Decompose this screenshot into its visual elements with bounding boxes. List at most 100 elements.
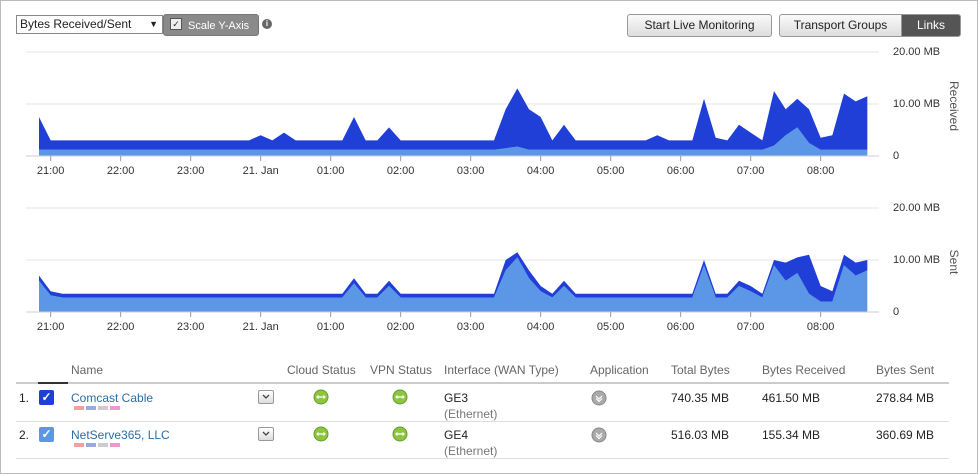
row-dropdown[interactable]: [258, 427, 274, 441]
x-tick-label: 22:00: [107, 321, 135, 333]
metric-select-text: Bytes Received/Sent: [20, 17, 132, 31]
scale-checkbox[interactable]: ✓: [170, 18, 182, 30]
x-tick-label: 04:00: [527, 165, 555, 177]
x-tick-label: 21. Jan: [243, 165, 279, 177]
y-tick-label: 0: [893, 150, 899, 162]
application[interactable]: [591, 390, 607, 409]
bytes-sent: 278.84 MB: [876, 391, 935, 405]
link-name[interactable]: NetServe365, LLC: [71, 428, 170, 442]
row-line: [16, 458, 949, 459]
y-tick-label: 0: [893, 306, 899, 318]
x-tick-label: 01:00: [317, 165, 345, 177]
total-bytes: 516.03 MB: [671, 428, 730, 442]
charts: 0 10.00 MB 20.00 MB 21:00 22:00 23:00 21. Jan 0…: [26, 46, 961, 333]
wan-type: (Ethernet): [444, 407, 498, 421]
row-checkbox[interactable]: ✓: [39, 390, 54, 405]
name-detail: [98, 443, 108, 447]
bytes-received: 155.34 MB: [762, 428, 821, 442]
row-checkbox[interactable]: ✓: [39, 427, 54, 442]
status-icon: [392, 389, 408, 405]
name-detail: [74, 443, 84, 447]
vpn-status: [392, 389, 408, 408]
column-header: Application: [590, 363, 649, 377]
tab[interactable]: Transport Groups: [780, 15, 902, 36]
app-icon: [591, 390, 607, 406]
y-tick-label: 20.00 MB: [893, 202, 940, 214]
scale-label: Scale Y-Axis: [188, 20, 250, 32]
name-detail: [74, 406, 84, 410]
area: [39, 88, 868, 150]
metric-select[interactable]: Bytes Received/Sent ▼: [16, 15, 163, 34]
scale-toggle[interactable]: ✓ Scale Y-Axis: [163, 14, 259, 36]
status-icon: [313, 389, 329, 405]
row-index: 1.: [19, 391, 30, 405]
chevron: [262, 431, 270, 436]
x-tick-label: 22:00: [107, 165, 135, 177]
row-index: 2.: [19, 428, 30, 442]
x-tick-label: 06:00: [667, 165, 695, 177]
interface: GE4: [444, 428, 469, 442]
y-tick-label: 10.00 MB: [893, 254, 940, 266]
column-header: Interface (WAN Type): [444, 363, 559, 377]
status-icon: [313, 426, 329, 442]
bytes-sent: 360.69 MB: [876, 428, 935, 442]
tab-active[interactable]: Links: [902, 15, 960, 36]
area: [39, 257, 868, 312]
x-tick-label: 08:00: [807, 321, 835, 333]
row-line: [16, 421, 949, 422]
y-axis-label: Sent: [947, 250, 961, 275]
column-header: Bytes Sent: [876, 363, 935, 377]
column-header: VPN Status: [370, 363, 433, 377]
x-tick-label: 03:00: [457, 321, 485, 333]
cloud-status: [313, 426, 329, 445]
x-tick-label: 05:00: [597, 321, 625, 333]
name-detail: [86, 443, 96, 447]
y-tick-label: 10.00 MB: [893, 98, 940, 110]
link-name[interactable]: Comcast Cable: [71, 391, 154, 405]
x-tick-label: 03:00: [457, 165, 485, 177]
info-icon[interactable]: i: [262, 19, 272, 29]
header-line: [16, 382, 949, 384]
column-header: Cloud Status: [287, 363, 356, 377]
x-tick-label: 08:00: [807, 165, 835, 177]
x-tick-label: 02:00: [387, 321, 415, 333]
live-button[interactable]: Start Live Monitoring: [627, 14, 772, 37]
wan-type: (Ethernet): [444, 444, 498, 458]
x-tick-label: 21:00: [37, 165, 65, 177]
x-tick-label: 07:00: [737, 165, 765, 177]
name-detail: [110, 443, 120, 447]
bytes-received: 461.50 MB: [762, 391, 821, 405]
x-tick-label: 02:00: [387, 165, 415, 177]
x-tick-label: 21:00: [37, 321, 65, 333]
column-header: Bytes Received: [762, 363, 846, 377]
name-detail: [98, 406, 108, 410]
header-line-mark: [38, 382, 68, 384]
status-icon: [392, 426, 408, 442]
x-tick-label: 23:00: [177, 165, 205, 177]
cloud-status: [313, 389, 329, 408]
area: [39, 127, 868, 156]
interface: GE3: [444, 391, 469, 405]
column-header: Total Bytes: [671, 363, 730, 377]
vpn-status: [392, 426, 408, 445]
total-bytes: 740.35 MB: [671, 391, 730, 405]
area: [39, 252, 868, 302]
x-tick-label: 21. Jan: [243, 321, 279, 333]
x-tick-label: 06:00: [667, 321, 695, 333]
name-detail: [110, 406, 120, 410]
row-dropdown[interactable]: [258, 390, 274, 404]
tab-group: Transport Groups Links: [779, 14, 961, 37]
dropdown-arrow: ▼: [149, 19, 158, 29]
x-tick-label: 04:00: [527, 321, 555, 333]
app-icon: [591, 427, 607, 443]
name-detail: [86, 406, 96, 410]
x-tick-label: 05:00: [597, 165, 625, 177]
x-tick-label: 01:00: [317, 321, 345, 333]
y-axis-label: Received: [947, 81, 961, 131]
x-tick-label: 23:00: [177, 321, 205, 333]
application[interactable]: [591, 427, 607, 446]
column-header: Name: [71, 363, 104, 377]
y-tick-label: 20.00 MB: [893, 46, 940, 58]
x-tick-label: 07:00: [737, 321, 765, 333]
